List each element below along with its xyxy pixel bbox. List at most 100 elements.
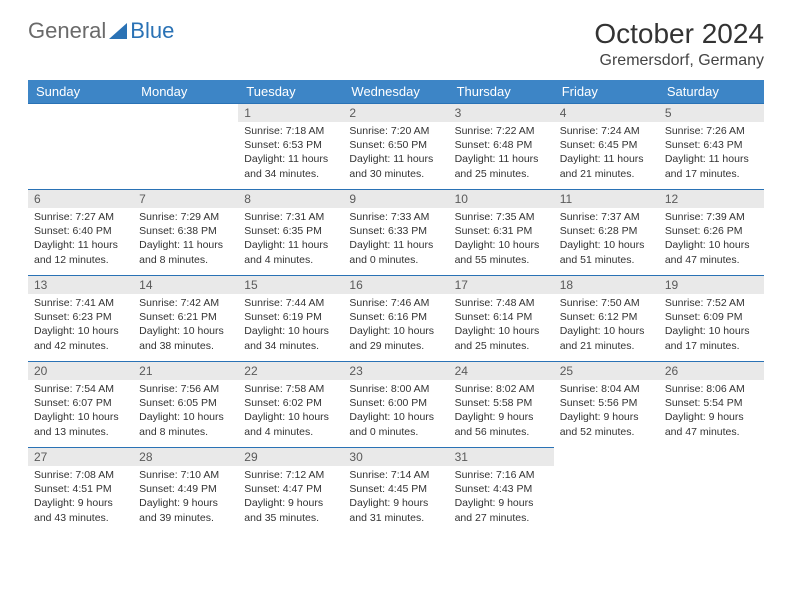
sunset-line: Sunset: 6:16 PM	[349, 310, 442, 324]
calendar-cell: 5Sunrise: 7:26 AMSunset: 6:43 PMDaylight…	[659, 104, 764, 190]
day-number: 3	[449, 104, 554, 122]
day-number: 25	[554, 362, 659, 380]
sunset-line: Sunset: 6:31 PM	[455, 224, 548, 238]
sunrise-line: Sunrise: 7:26 AM	[665, 124, 758, 138]
day-details: Sunrise: 7:44 AMSunset: 6:19 PMDaylight:…	[238, 294, 343, 357]
sunrise-line: Sunrise: 8:06 AM	[665, 382, 758, 396]
day-details: Sunrise: 7:29 AMSunset: 6:38 PMDaylight:…	[133, 208, 238, 271]
sunset-line: Sunset: 6:48 PM	[455, 138, 548, 152]
calendar-cell: 17Sunrise: 7:48 AMSunset: 6:14 PMDayligh…	[449, 276, 554, 362]
calendar-cell: 6Sunrise: 7:27 AMSunset: 6:40 PMDaylight…	[28, 190, 133, 276]
day-number: 8	[238, 190, 343, 208]
daylight-line: Daylight: 10 hours and 29 minutes.	[349, 324, 442, 352]
sunrise-line: Sunrise: 7:56 AM	[139, 382, 232, 396]
day-number: 31	[449, 448, 554, 466]
sunset-line: Sunset: 6:28 PM	[560, 224, 653, 238]
sunset-line: Sunset: 6:43 PM	[665, 138, 758, 152]
calendar-cell: 24Sunrise: 8:02 AMSunset: 5:58 PMDayligh…	[449, 362, 554, 448]
day-number: 26	[659, 362, 764, 380]
daylight-line: Daylight: 10 hours and 42 minutes.	[34, 324, 127, 352]
sunrise-line: Sunrise: 7:20 AM	[349, 124, 442, 138]
daylight-line: Daylight: 11 hours and 21 minutes.	[560, 152, 653, 180]
sunrise-line: Sunrise: 7:41 AM	[34, 296, 127, 310]
daylight-line: Daylight: 10 hours and 17 minutes.	[665, 324, 758, 352]
day-details: Sunrise: 7:14 AMSunset: 4:45 PMDaylight:…	[343, 466, 448, 529]
calendar-table: SundayMondayTuesdayWednesdayThursdayFrid…	[28, 80, 764, 534]
calendar-cell: 14Sunrise: 7:42 AMSunset: 6:21 PMDayligh…	[133, 276, 238, 362]
sunset-line: Sunset: 6:05 PM	[139, 396, 232, 410]
daylight-line: Daylight: 10 hours and 47 minutes.	[665, 238, 758, 266]
title-block: October 2024 Gremersdorf, Germany	[594, 18, 764, 70]
sunrise-line: Sunrise: 7:48 AM	[455, 296, 548, 310]
day-details: Sunrise: 7:42 AMSunset: 6:21 PMDaylight:…	[133, 294, 238, 357]
day-details: Sunrise: 7:27 AMSunset: 6:40 PMDaylight:…	[28, 208, 133, 271]
daylight-line: Daylight: 9 hours and 47 minutes.	[665, 410, 758, 438]
sunset-line: Sunset: 6:09 PM	[665, 310, 758, 324]
calendar-cell: 31 Sunrise: 7:16 AMSunset: 4:43 PMDayligh…	[449, 448, 554, 534]
day-details: Sunrise: 7:10 AMSunset: 4:49 PMDaylight:…	[133, 466, 238, 529]
day-details: Sunrise: 7:50 AMSunset: 6:12 PMDaylight:…	[554, 294, 659, 357]
daylight-line: Daylight: 11 hours and 8 minutes.	[139, 238, 232, 266]
day-details: Sunrise: 7:08 AMSunset: 4:51 PMDaylight:…	[28, 466, 133, 529]
sunset-line: Sunset: 6:12 PM	[560, 310, 653, 324]
sunset-line: Sunset: 6:26 PM	[665, 224, 758, 238]
calendar-page: General Blue October 2024 Gremersdorf, G…	[0, 0, 792, 544]
weekday-header: Wednesday	[343, 80, 448, 104]
calendar-cell	[28, 104, 133, 190]
daylight-line: Daylight: 9 hours and 43 minutes.	[34, 496, 127, 524]
weekday-header: Tuesday	[238, 80, 343, 104]
calendar-cell	[659, 448, 764, 534]
day-number: 13	[28, 276, 133, 294]
sunrise-line: Sunrise: 7:44 AM	[244, 296, 337, 310]
weekday-header: Thursday	[449, 80, 554, 104]
sunrise-line: Sunrise: 7:16 AM	[455, 468, 548, 482]
sunrise-line: Sunrise: 7:22 AM	[455, 124, 548, 138]
calendar-header-row: SundayMondayTuesdayWednesdayThursdayFrid…	[28, 80, 764, 104]
daylight-line: Daylight: 9 hours and 56 minutes.	[455, 410, 548, 438]
day-number: 30	[343, 448, 448, 466]
sunrise-line: Sunrise: 7:52 AM	[665, 296, 758, 310]
sunrise-line: Sunrise: 7:46 AM	[349, 296, 442, 310]
sunrise-line: Sunrise: 7:31 AM	[244, 210, 337, 224]
day-number: 9	[343, 190, 448, 208]
calendar-cell: 7Sunrise: 7:29 AMSunset: 6:38 PMDaylight…	[133, 190, 238, 276]
sunrise-line: Sunrise: 8:04 AM	[560, 382, 653, 396]
day-details: Sunrise: 7:26 AMSunset: 6:43 PMDaylight:…	[659, 122, 764, 185]
day-details: Sunrise: 7:37 AMSunset: 6:28 PMDaylight:…	[554, 208, 659, 271]
day-number: 16	[343, 276, 448, 294]
day-number: 19	[659, 276, 764, 294]
sunrise-line: Sunrise: 7:33 AM	[349, 210, 442, 224]
sunrise-line: Sunrise: 7:29 AM	[139, 210, 232, 224]
sunset-line: Sunset: 5:58 PM	[455, 396, 548, 410]
day-details: Sunrise: 8:04 AMSunset: 5:56 PMDaylight:…	[554, 380, 659, 443]
calendar-cell: 19 Sunrise: 7:52 AMSunset: 6:09 PMDayligh…	[659, 276, 764, 362]
daylight-line: Daylight: 10 hours and 8 minutes.	[139, 410, 232, 438]
calendar-body: 1Sunrise: 7:18 AMSunset: 6:53 PMDaylight…	[28, 104, 764, 534]
daylight-line: Daylight: 9 hours and 52 minutes.	[560, 410, 653, 438]
calendar-cell: 28Sunrise: 7:10 AMSunset: 4:49 PMDayligh…	[133, 448, 238, 534]
daylight-line: Daylight: 9 hours and 27 minutes.	[455, 496, 548, 524]
sunset-line: Sunset: 6:45 PM	[560, 138, 653, 152]
day-details: Sunrise: 7:54 AMSunset: 6:07 PMDaylight:…	[28, 380, 133, 443]
day-number: 6	[28, 190, 133, 208]
sunrise-line: Sunrise: 7:35 AM	[455, 210, 548, 224]
daylight-line: Daylight: 11 hours and 0 minutes.	[349, 238, 442, 266]
sunset-line: Sunset: 6:23 PM	[34, 310, 127, 324]
day-details: Sunrise: 7:12 AMSunset: 4:47 PMDaylight:…	[238, 466, 343, 529]
day-number: 24	[449, 362, 554, 380]
sunset-line: Sunset: 6:33 PM	[349, 224, 442, 238]
calendar-cell: 12Sunrise: 7:39 AMSunset: 6:26 PMDayligh…	[659, 190, 764, 276]
day-number: 27	[28, 448, 133, 466]
day-number: 4	[554, 104, 659, 122]
sunrise-line: Sunrise: 7:24 AM	[560, 124, 653, 138]
sunrise-line: Sunrise: 7:08 AM	[34, 468, 127, 482]
day-details: Sunrise: 7:35 AMSunset: 6:31 PMDaylight:…	[449, 208, 554, 271]
daylight-line: Daylight: 10 hours and 51 minutes.	[560, 238, 653, 266]
sunset-line: Sunset: 6:35 PM	[244, 224, 337, 238]
calendar-cell: 21Sunrise: 7:56 AMSunset: 6:05 PMDayligh…	[133, 362, 238, 448]
daylight-line: Daylight: 11 hours and 12 minutes.	[34, 238, 127, 266]
sunset-line: Sunset: 4:43 PM	[455, 482, 548, 496]
day-number: 14	[133, 276, 238, 294]
daylight-line: Daylight: 11 hours and 25 minutes.	[455, 152, 548, 180]
day-number: 17	[449, 276, 554, 294]
